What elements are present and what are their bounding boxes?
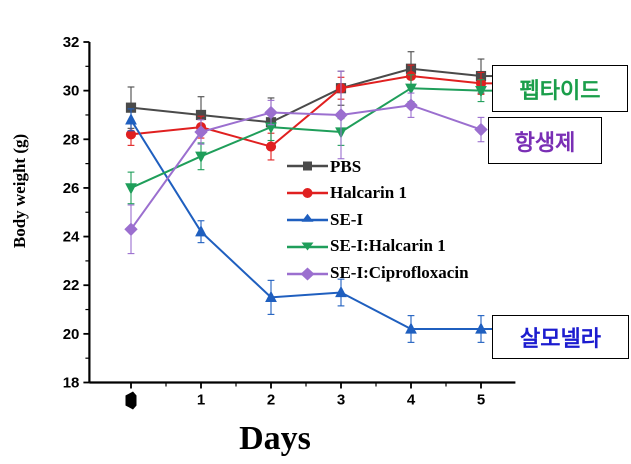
svg-text:3: 3 [337,392,345,409]
svg-text:32: 32 [63,34,80,51]
svg-text:30: 30 [63,83,80,100]
svg-text:5: 5 [477,392,485,409]
svg-text:24: 24 [63,229,80,246]
svg-text:1: 1 [197,392,205,409]
svg-text:4: 4 [407,392,416,409]
svg-text:18: 18 [63,375,80,392]
svg-text:28: 28 [63,131,80,148]
svg-text:20: 20 [63,326,80,343]
svg-text:22: 22 [63,277,80,294]
svg-text:2: 2 [267,392,275,409]
svg-text:26: 26 [63,180,80,197]
